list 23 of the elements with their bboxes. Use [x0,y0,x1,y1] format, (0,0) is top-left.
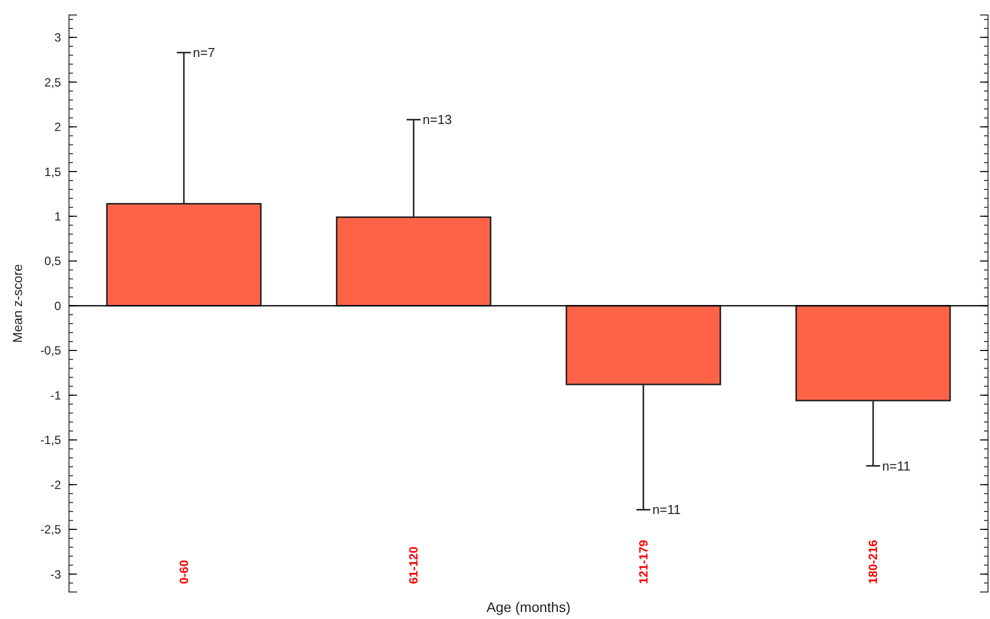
y-tick-label: 0,5 [44,254,62,268]
y-tick-label: 0 [54,298,62,313]
x-tick-label: 180-216 [866,540,880,584]
annotation: n=13 [422,112,452,128]
y-tick-label: -2 [50,478,62,492]
y-tick-label: 3 [54,30,62,45]
y-axis-title: Mean z-score [10,264,25,343]
y-tick-label: 1,5 [44,164,62,179]
x-tick-label: 0-60 [176,560,191,584]
x-tick-label: 61-120 [406,546,421,584]
y-tick-label: -3 [50,567,62,582]
y-tick-label: -0,5 [40,344,62,358]
annotation: n=7 [192,45,215,60]
y-tick-label: 1 [54,209,62,224]
annotation: n=11 [652,502,681,518]
y-tick-label: 2,5 [44,75,62,90]
y-tick-label: -1 [50,388,62,402]
y-tick-label: -2,5 [40,522,62,537]
x-axis-title: Age (months) [486,599,571,615]
annotation: n=11 [882,458,910,474]
x-tick-label: 121-179 [636,540,650,584]
y-tick-label: -1,5 [40,433,62,448]
y-tick-label: 2 [54,120,62,134]
